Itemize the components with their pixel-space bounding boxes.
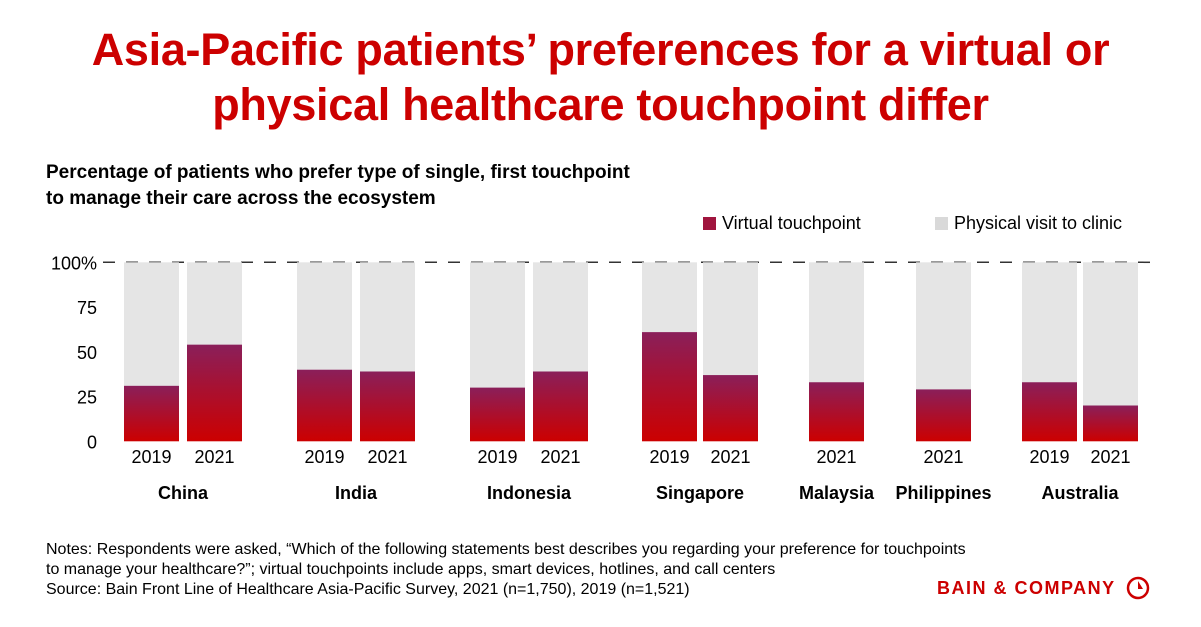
x-year-label: 2021 (710, 447, 750, 467)
subtitle-line-2: to manage their care across the ecosyste… (46, 188, 436, 209)
bar-virtual (809, 382, 864, 442)
bar-physical (642, 262, 697, 333)
y-tick-label: 25 (77, 388, 97, 408)
logo-mark-icon (1126, 576, 1149, 600)
bain-logo: BAIN & COMPANY (937, 576, 1150, 600)
subtitle-line-1: Percentage of patients who prefer type o… (46, 162, 630, 183)
x-country-label: India (335, 483, 378, 503)
bar-virtual (533, 371, 588, 442)
bar-physical (916, 262, 971, 390)
bar-physical (533, 262, 588, 372)
bar-virtual (470, 387, 525, 442)
x-year-label: 2019 (304, 447, 344, 467)
x-year-label: 2021 (540, 447, 580, 467)
logo-text: BAIN & COMPANY (937, 577, 1116, 598)
x-country-label: China (158, 483, 209, 503)
bar-virtual (916, 389, 971, 442)
bar-physical (297, 262, 352, 370)
title-line-1: Asia-Pacific patients’ preferences for a… (91, 24, 1110, 75)
bar-physical (470, 262, 525, 388)
legend-label-virtual: Virtual touchpoint (722, 213, 861, 233)
y-tick-label: 50 (77, 343, 97, 363)
bar-physical (703, 262, 758, 376)
bar-physical (809, 262, 864, 383)
bar-virtual (297, 369, 352, 442)
bar-virtual (360, 371, 415, 442)
x-country-label: Singapore (656, 483, 744, 503)
legend-virtual: Virtual touchpoint (703, 213, 861, 234)
notes-line-2: to manage your healthcare?”; virtual tou… (46, 561, 776, 578)
bar-virtual (1083, 405, 1138, 442)
x-country-label: Australia (1041, 483, 1119, 503)
chart-subtitle: Percentage of patients who prefer type o… (46, 160, 630, 212)
x-year-label: 2021 (194, 447, 234, 467)
bar-virtual (1022, 382, 1077, 442)
x-year-label: 2019 (131, 447, 171, 467)
bar-physical (187, 262, 242, 345)
y-tick-label: 0 (87, 432, 97, 452)
bar-physical (1083, 262, 1138, 406)
legend-physical: Physical visit to clinic (935, 213, 1122, 234)
x-year-label: 2021 (1090, 447, 1130, 467)
notes-line-1: Notes: Respondents were asked, “Which of… (46, 541, 966, 558)
x-year-label: 2019 (649, 447, 689, 467)
y-tick-label: 75 (77, 298, 97, 318)
title-line-2: physical healthcare touchpoint differ (212, 79, 989, 130)
notes: Notes: Respondents were asked, “Which of… (46, 540, 1166, 600)
x-country-label: Indonesia (487, 483, 572, 503)
bar-physical (124, 262, 179, 386)
x-year-label: 2021 (923, 447, 963, 467)
x-year-label: 2021 (367, 447, 407, 467)
source: Source: Bain Front Line of Healthcare As… (46, 581, 690, 598)
bar-virtual (642, 332, 697, 442)
x-year-label: 2019 (1029, 447, 1069, 467)
x-year-label: 2019 (477, 447, 517, 467)
bar-virtual (124, 385, 179, 442)
chart-title: Asia-Pacific patients’ preferences for a… (0, 22, 1201, 132)
bar-chart: 0 25 50 75 100% 2019 2021 China 2019 2021 India 201… (51, 253, 1160, 503)
legend-swatch-virtual (703, 217, 716, 230)
bar-virtual (187, 344, 242, 442)
bar-virtual (703, 375, 758, 442)
x-year-label: 2021 (816, 447, 856, 467)
bar-physical (360, 262, 415, 372)
y-tick-label: 100% (51, 253, 97, 273)
legend-label-physical: Physical visit to clinic (954, 213, 1123, 233)
x-country-label: Philippines (895, 483, 991, 503)
x-country-label: Malaysia (799, 483, 875, 503)
bar-physical (1022, 262, 1077, 383)
legend-swatch-physical (935, 217, 948, 230)
